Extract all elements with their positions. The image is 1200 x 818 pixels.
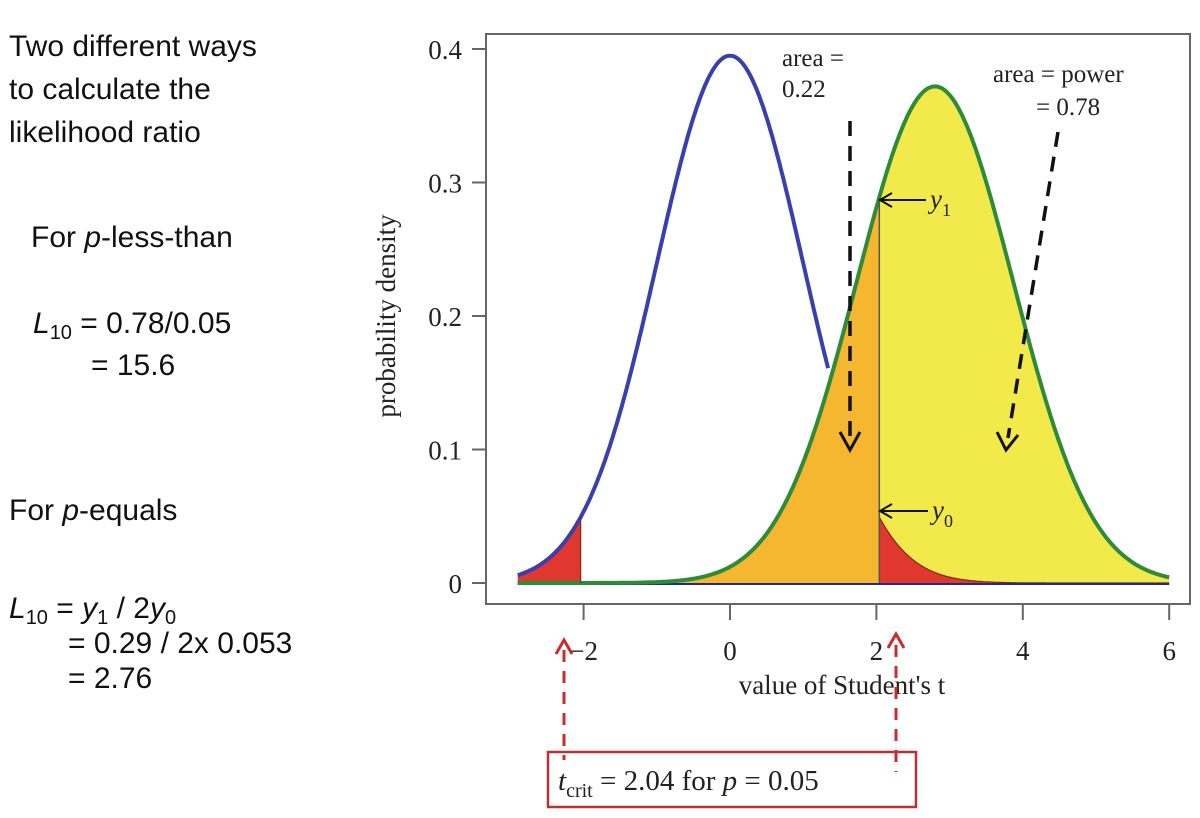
- y1-arrowhead-icon: [878, 192, 893, 208]
- alternative-curve: [517, 84, 1170, 585]
- beta-area-fill: [517, 197, 880, 583]
- heading-suffix: -equals: [79, 494, 178, 527]
- tcrit-lower-arrowhead-icon: [554, 636, 574, 655]
- tcrit-callout-text: tcrit = 2.04 for p = 0.05: [558, 765, 819, 802]
- tcrit-upper-arrowhead-icon: [886, 630, 906, 649]
- area-beta-label-line2: 0.22: [782, 76, 826, 103]
- x-tick-label: −2: [569, 636, 598, 666]
- y-tick-label: 0.4: [428, 35, 462, 65]
- section2-heading: For p-equals: [9, 494, 177, 528]
- y0-arrowhead-icon: [878, 503, 893, 519]
- area-beta-label-line1: area =: [782, 45, 844, 72]
- null-curve: [517, 53, 831, 578]
- heading-prefix: For: [31, 221, 85, 254]
- x-axis-label: value of Student's t: [739, 670, 946, 700]
- heading-var: p: [84, 221, 102, 254]
- y0-sub: 0: [164, 607, 177, 629]
- y0-label: y0: [929, 495, 953, 531]
- y0-var: y: [149, 592, 165, 625]
- eq-mid: / 2: [108, 592, 150, 625]
- density-curves: [517, 53, 1170, 585]
- x-tick-label: 2: [870, 636, 884, 666]
- area-beta-arrowhead-icon: [838, 431, 862, 454]
- y-axis: 0 0.1 0.2 0.3 0.4: [428, 35, 486, 599]
- heading-var: p: [62, 494, 80, 527]
- area-power-arrowhead-icon: [995, 431, 1020, 453]
- section1-equation-line2: = 15.6: [91, 349, 176, 382]
- y1-sub: 1: [97, 607, 109, 629]
- area-power-pointer: [1006, 131, 1060, 439]
- eq-rhs: = 0.78/0.05: [80, 307, 232, 340]
- y1-var: y: [82, 592, 98, 625]
- x-tick-label: 0: [723, 636, 737, 666]
- lhs-sub: 10: [25, 607, 48, 629]
- x-tick-label: 6: [1162, 636, 1176, 666]
- explanation-panel: Two different ways to calculate the like…: [0, 0, 380, 818]
- y1-label: y1: [927, 184, 951, 220]
- y-tick-label: 0: [449, 569, 463, 599]
- lhs-sub: 10: [49, 322, 72, 344]
- x-axis: −2 0 2 4 6: [569, 604, 1176, 666]
- y-tick-label: 0.2: [428, 302, 462, 332]
- section2-equation-line3: = 2.76: [68, 662, 153, 695]
- area-power-label-line1: area = power: [993, 61, 1124, 88]
- lhs-var: L: [33, 307, 50, 340]
- plot-frame: [485, 33, 1191, 605]
- heading-prefix: For: [9, 494, 63, 527]
- y-tick-label: 0.3: [428, 169, 462, 199]
- title-line-1: Two different ways: [9, 30, 257, 63]
- section1-equation-line1: L10 = 0.78/0.05: [33, 307, 232, 344]
- section2-equation-line1: L10 = y1 / 2y0: [9, 592, 177, 629]
- lower-tail-fill: [517, 517, 581, 583]
- section2-equation-line2: = 0.29 / 2x 0.053: [68, 627, 293, 660]
- section1-heading: For p-less-than: [31, 221, 233, 255]
- heading-suffix: -less-than: [101, 221, 233, 254]
- tcrit-callout-box: [546, 750, 918, 809]
- y-tick-label: 0.1: [428, 436, 462, 466]
- title-line-2: to calculate the: [9, 73, 211, 106]
- x-tick-label: 4: [1016, 636, 1030, 666]
- title-line-3: likelihood ratio: [9, 116, 201, 149]
- eq-equals: =: [56, 592, 83, 625]
- y-axis-label: probability density: [371, 214, 401, 418]
- upper-tail-fill: [879, 517, 1170, 583]
- lhs-var: L: [9, 592, 26, 625]
- area-power-label-line2: = 0.78: [1036, 94, 1100, 121]
